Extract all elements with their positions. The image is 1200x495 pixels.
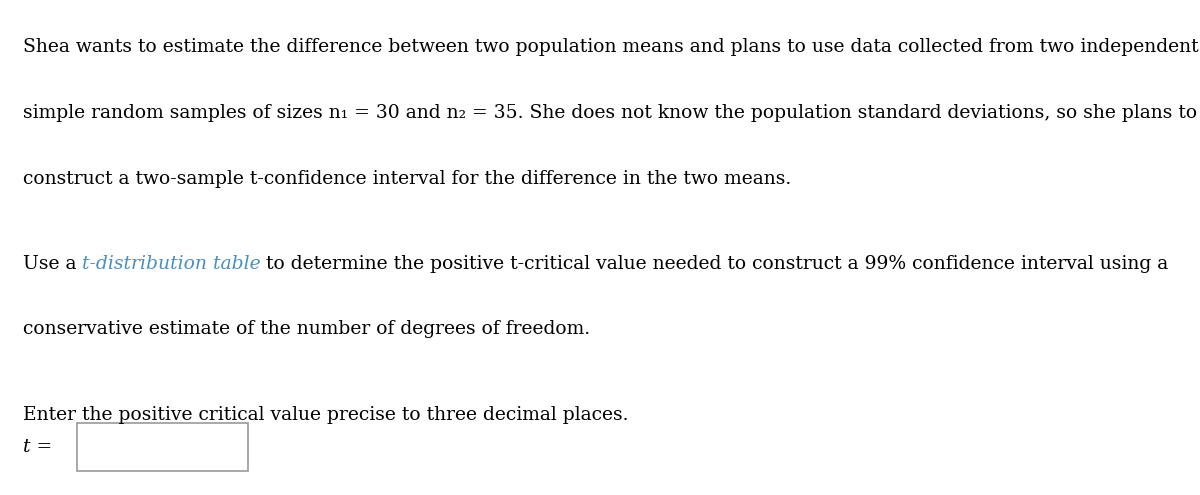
Text: Enter the positive critical value precise to three decimal places.: Enter the positive critical value precis…: [23, 406, 629, 424]
Text: t =: t =: [23, 438, 52, 456]
FancyBboxPatch shape: [77, 423, 248, 471]
Text: construct a two-sample t-confidence interval for the difference in the two means: construct a two-sample t-confidence inte…: [23, 170, 791, 188]
Text: to determine the positive t-critical value needed to construct a 99% confidence : to determine the positive t-critical val…: [260, 255, 1169, 273]
Text: t-distribution table: t-distribution table: [82, 255, 260, 273]
Text: Shea wants to estimate the difference between two population means and plans to : Shea wants to estimate the difference be…: [23, 38, 1199, 56]
Text: conservative estimate of the number of degrees of freedom.: conservative estimate of the number of d…: [23, 320, 590, 339]
Text: Use a: Use a: [23, 255, 83, 273]
Text: simple random samples of sizes n₁ = 30 and n₂ = 35. She does not know the popula: simple random samples of sizes n₁ = 30 a…: [23, 104, 1196, 122]
